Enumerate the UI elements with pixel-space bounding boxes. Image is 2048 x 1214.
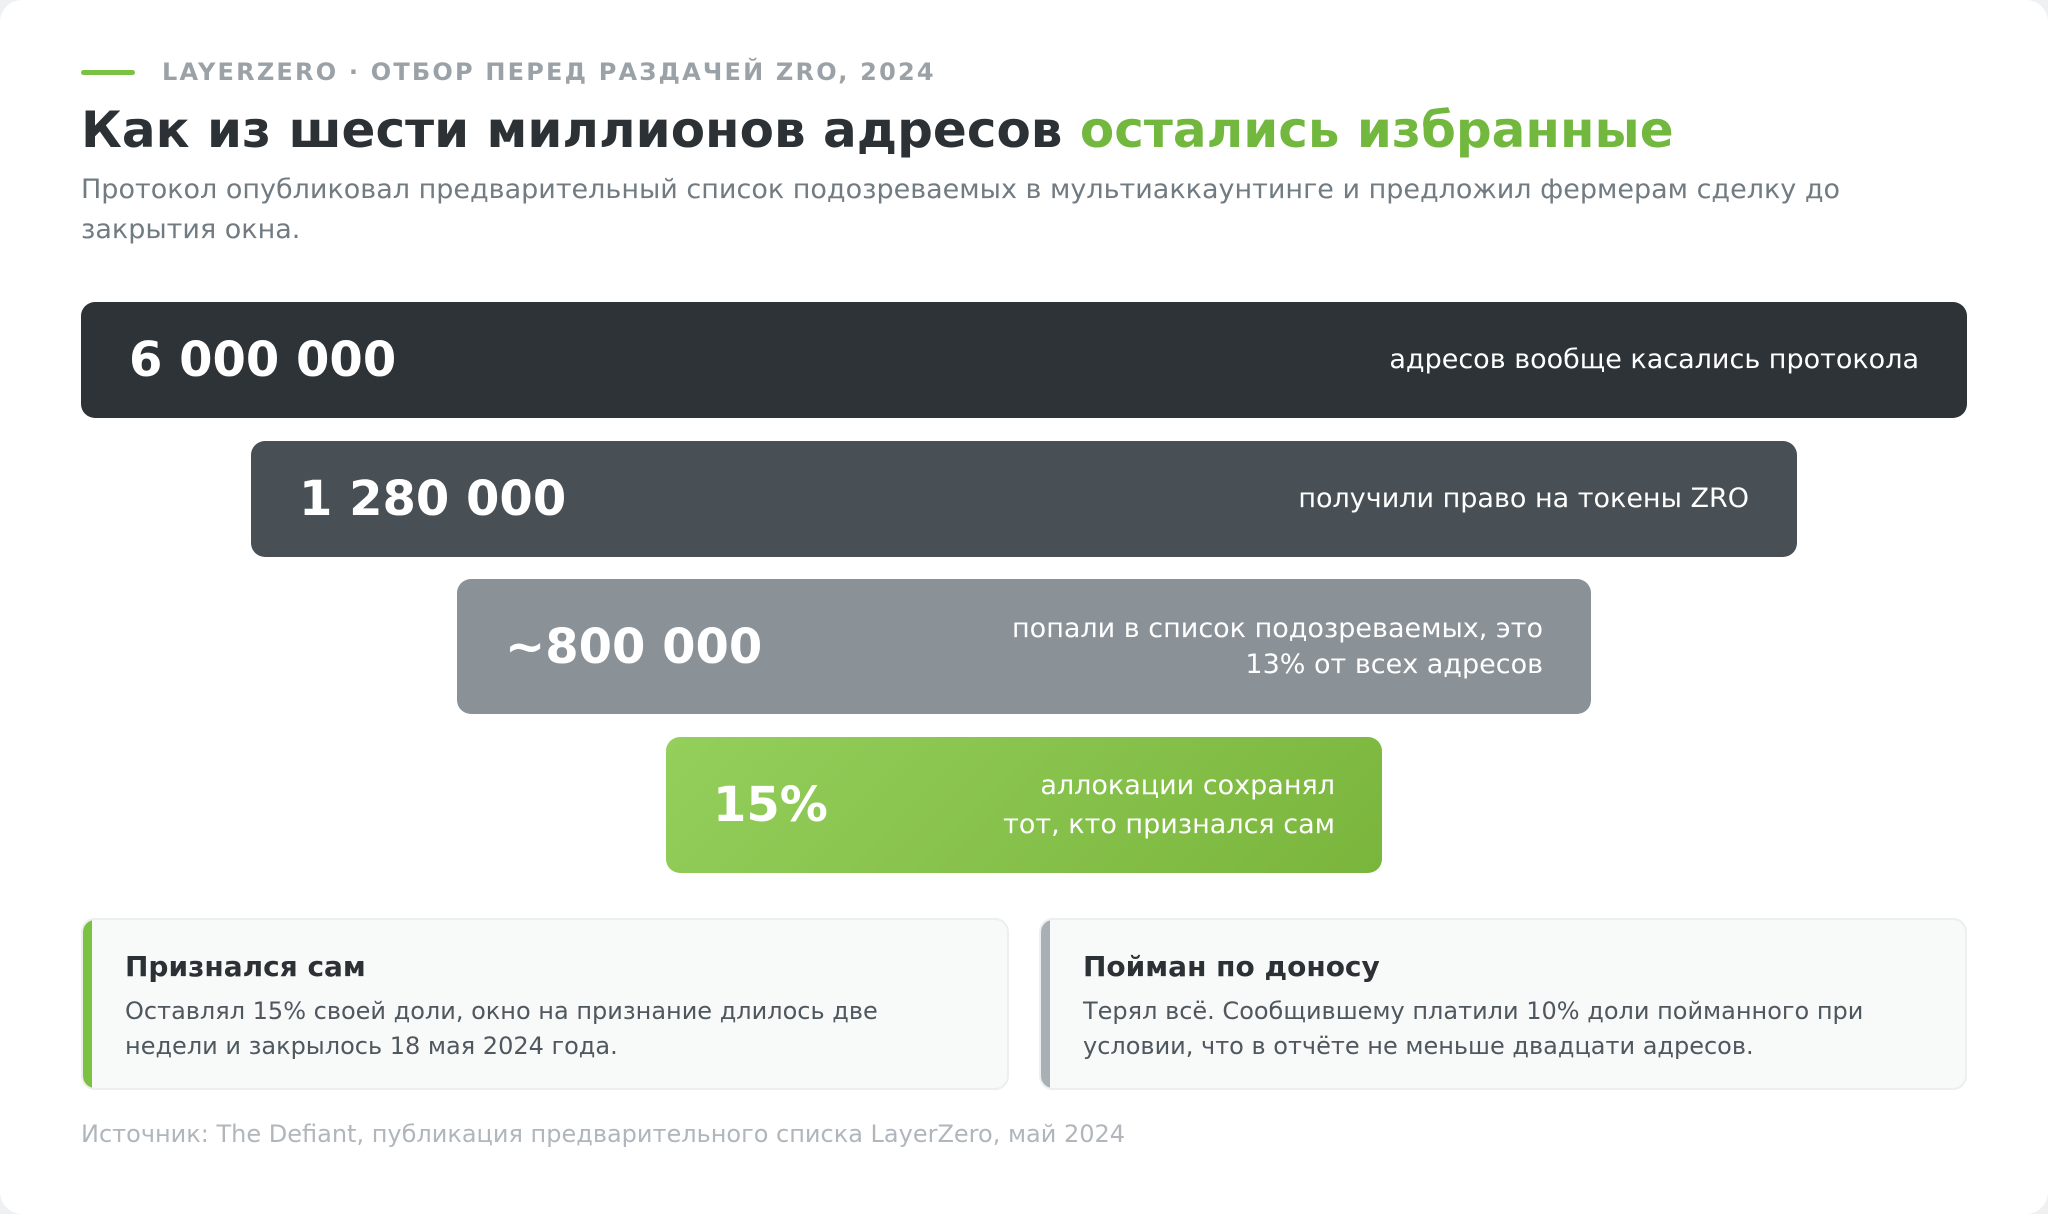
outcome-card-reported: Пойман по доносу Терял всё. Сообщившему …: [1039, 918, 1967, 1090]
outcome-title: Пойман по доносу: [1083, 950, 1380, 983]
page-subtitle: Протокол опубликовал предварительный спи…: [81, 174, 1841, 245]
funnel-step-suspects: ~800 000 попали в список подозреваемых, …: [457, 579, 1591, 714]
funnel-step-value: ~800 000: [505, 618, 763, 675]
funnel-step-value: 6 000 000: [129, 332, 397, 388]
funnel-step-label-line: 13% от всех адресов: [1245, 648, 1543, 680]
eyebrow: LAYERZERO · ОТБОР ПЕРЕД РАЗДАЧЕЙ ZRO, 20…: [81, 58, 936, 86]
funnel-step-label-line: аллокации сохранял: [1040, 770, 1335, 801]
eyebrow-text: LAYERZERO · ОТБОР ПЕРЕД РАЗДАЧЕЙ ZRO, 20…: [162, 58, 936, 86]
funnel-step-all-addresses: 6 000 000 адресов вообще касались проток…: [81, 302, 1967, 418]
outcome-text: Терял всё. Сообщившему платили 10% доли …: [1083, 997, 1864, 1060]
funnel-step-label-line: тот, кто признался сам: [1003, 809, 1335, 840]
title-accent: остались избранные: [1079, 101, 1674, 159]
outcome-accent-stripe: [83, 920, 92, 1088]
funnel-step-label: попали в список подозреваемых, это 13% о…: [1012, 611, 1543, 683]
funnel-step-label-line: попали в список подозреваемых, это: [1012, 612, 1543, 644]
funnel-step-value: 15%: [713, 777, 828, 833]
outcome-accent-stripe: [1041, 920, 1050, 1088]
source-note: Источник: The Defiant, публикация предва…: [81, 1120, 1126, 1148]
funnel-step-self-report: 15% аллокации сохранял тот, кто призналс…: [666, 737, 1382, 873]
eyebrow-accent-line: [81, 69, 135, 75]
funnel-step-eligible: 1 280 000 получили право на токены ZRO: [251, 441, 1797, 557]
page-title: Как из шести миллионов адресов остались …: [81, 98, 1674, 162]
funnel-step-label: аллокации сохранял тот, кто признался са…: [1003, 766, 1335, 844]
funnel-step-label: получили право на токены ZRO: [1298, 483, 1749, 514]
funnel-step-value: 1 280 000: [299, 471, 567, 527]
outcome-title: Признался сам: [125, 950, 366, 983]
outcome-text: Оставлял 15% своей доли, окно на признан…: [125, 997, 878, 1060]
title-main: Как из шести миллионов адресов: [81, 101, 1080, 159]
outcome-card-self-report: Признался сам Оставлял 15% своей доли, о…: [81, 918, 1009, 1090]
funnel-step-label: адресов вообще касались протокола: [1389, 344, 1919, 375]
